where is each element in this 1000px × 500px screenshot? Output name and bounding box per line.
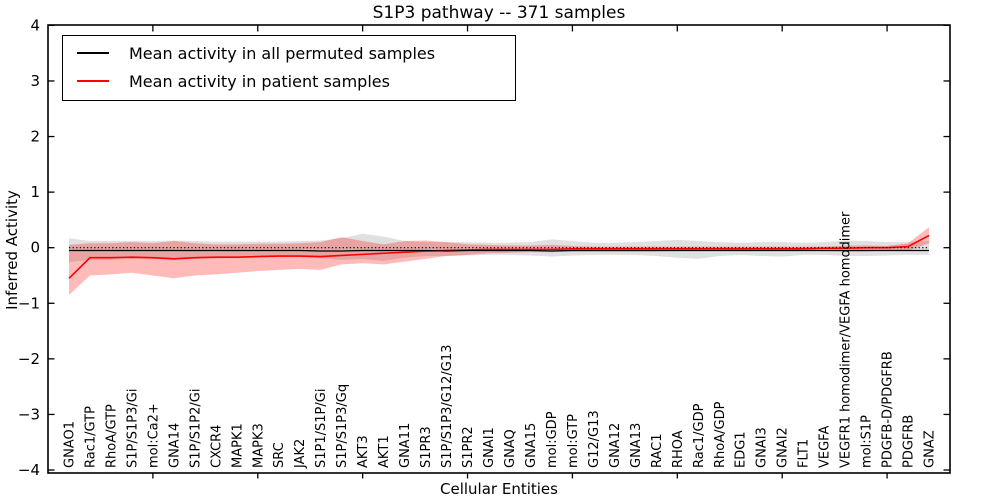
y-tick-label: −2 (18, 350, 40, 368)
x-category-label: GNA13 (629, 423, 644, 468)
x-category-label: S1P/S1P3/G12/G13 (440, 345, 455, 468)
x-category-label: S1PR2 (461, 426, 476, 468)
patient-line-sample-icon (77, 80, 109, 82)
y-axis-title: Inferred Activity (3, 190, 21, 310)
x-category-label: GNA12 (608, 423, 623, 468)
x-category-label: GNA14 (167, 423, 182, 468)
x-category-label: FLT1 (797, 439, 812, 468)
y-tick-label: −3 (18, 405, 40, 423)
x-category-label: G12/G13 (587, 410, 602, 468)
y-tick-label: 0 (30, 239, 40, 257)
y-tick-label: 3 (30, 72, 40, 90)
x-category-label: GNA11 (398, 423, 413, 468)
legend: Mean activity in all permuted samples Me… (62, 35, 516, 101)
x-axis-title: Cellular Entities (440, 480, 558, 498)
x-category-label: GNAI2 (776, 427, 791, 468)
legend-label-permuted: Mean activity in all permuted samples (129, 43, 436, 63)
x-category-label: Rac1/GTP (83, 406, 98, 468)
x-category-label: S1P/S1P2/Gi (188, 389, 203, 468)
x-category-label: EDG1 (734, 431, 749, 468)
permuted-mean-line (68, 249, 930, 252)
x-category-label: RHOA (671, 430, 686, 468)
legend-label-patient: Mean activity in patient samples (129, 71, 390, 91)
x-category-label: mol:S1P (860, 415, 875, 468)
x-category-label: mol:GDP (545, 411, 560, 468)
x-category-label: VEGFR1 homodimer/VEGFA homodimer (839, 211, 854, 468)
x-category-label: RhoA/GTP (104, 404, 119, 468)
x-category-label: S1P/S1P3/Gi (125, 389, 140, 468)
x-category-label: RhoA/GDP (713, 401, 728, 468)
x-category-label: RAC1 (650, 433, 665, 468)
x-category-label: mol:GTP (566, 414, 581, 468)
x-category-label: GNAI3 (755, 427, 770, 468)
y-tick-label: 2 (30, 128, 40, 146)
legend-item-permuted: Mean activity in all permuted samples (75, 39, 505, 67)
x-category-label: PDGFRB (902, 415, 917, 468)
x-category-label: GNAZ (923, 430, 938, 468)
permuted-line-sample-icon (77, 52, 109, 54)
legend-item-patient: Mean activity in patient samples (75, 67, 505, 95)
patient-samples-range-band (68, 227, 930, 295)
x-category-label: CXCR4 (209, 425, 224, 468)
y-tick-label: 4 (30, 16, 40, 34)
x-category-label: MAPK1 (230, 423, 245, 468)
x-category-label: GNAO1 (62, 421, 77, 468)
x-category-label: AKT3 (356, 435, 371, 468)
x-category-label: S1PR3 (419, 426, 434, 468)
x-category-label: mol:Ca2+ (146, 403, 161, 468)
x-category-label: PDGFB-D/PDGFRB (881, 351, 896, 468)
x-category-label: S1P/S1P3/Gq (335, 384, 350, 468)
y-tick-label: 1 (30, 183, 40, 201)
chart-title: S1P3 pathway -- 371 samples (372, 3, 626, 23)
y-tick-label: −4 (18, 461, 40, 479)
x-category-label: SRC (272, 442, 287, 468)
x-category-label: MAPK3 (251, 423, 266, 468)
plot-frame (47, 24, 951, 474)
permuted-samples-range-band (68, 233, 930, 263)
y-tick-label: −1 (18, 294, 40, 312)
patient-mean-line (68, 234, 930, 279)
x-category-label: AKT1 (377, 435, 392, 468)
x-category-label: JAK2 (293, 439, 308, 469)
x-category-label: Rac1/GDP (692, 403, 707, 468)
x-category-label: GNA15 (524, 423, 539, 468)
x-category-label: S1P1/S1P/Gi (314, 389, 329, 468)
x-category-label: GNAI1 (482, 427, 497, 468)
x-category-label: VEGFA (818, 426, 833, 468)
x-category-label: GNAQ (503, 429, 518, 468)
